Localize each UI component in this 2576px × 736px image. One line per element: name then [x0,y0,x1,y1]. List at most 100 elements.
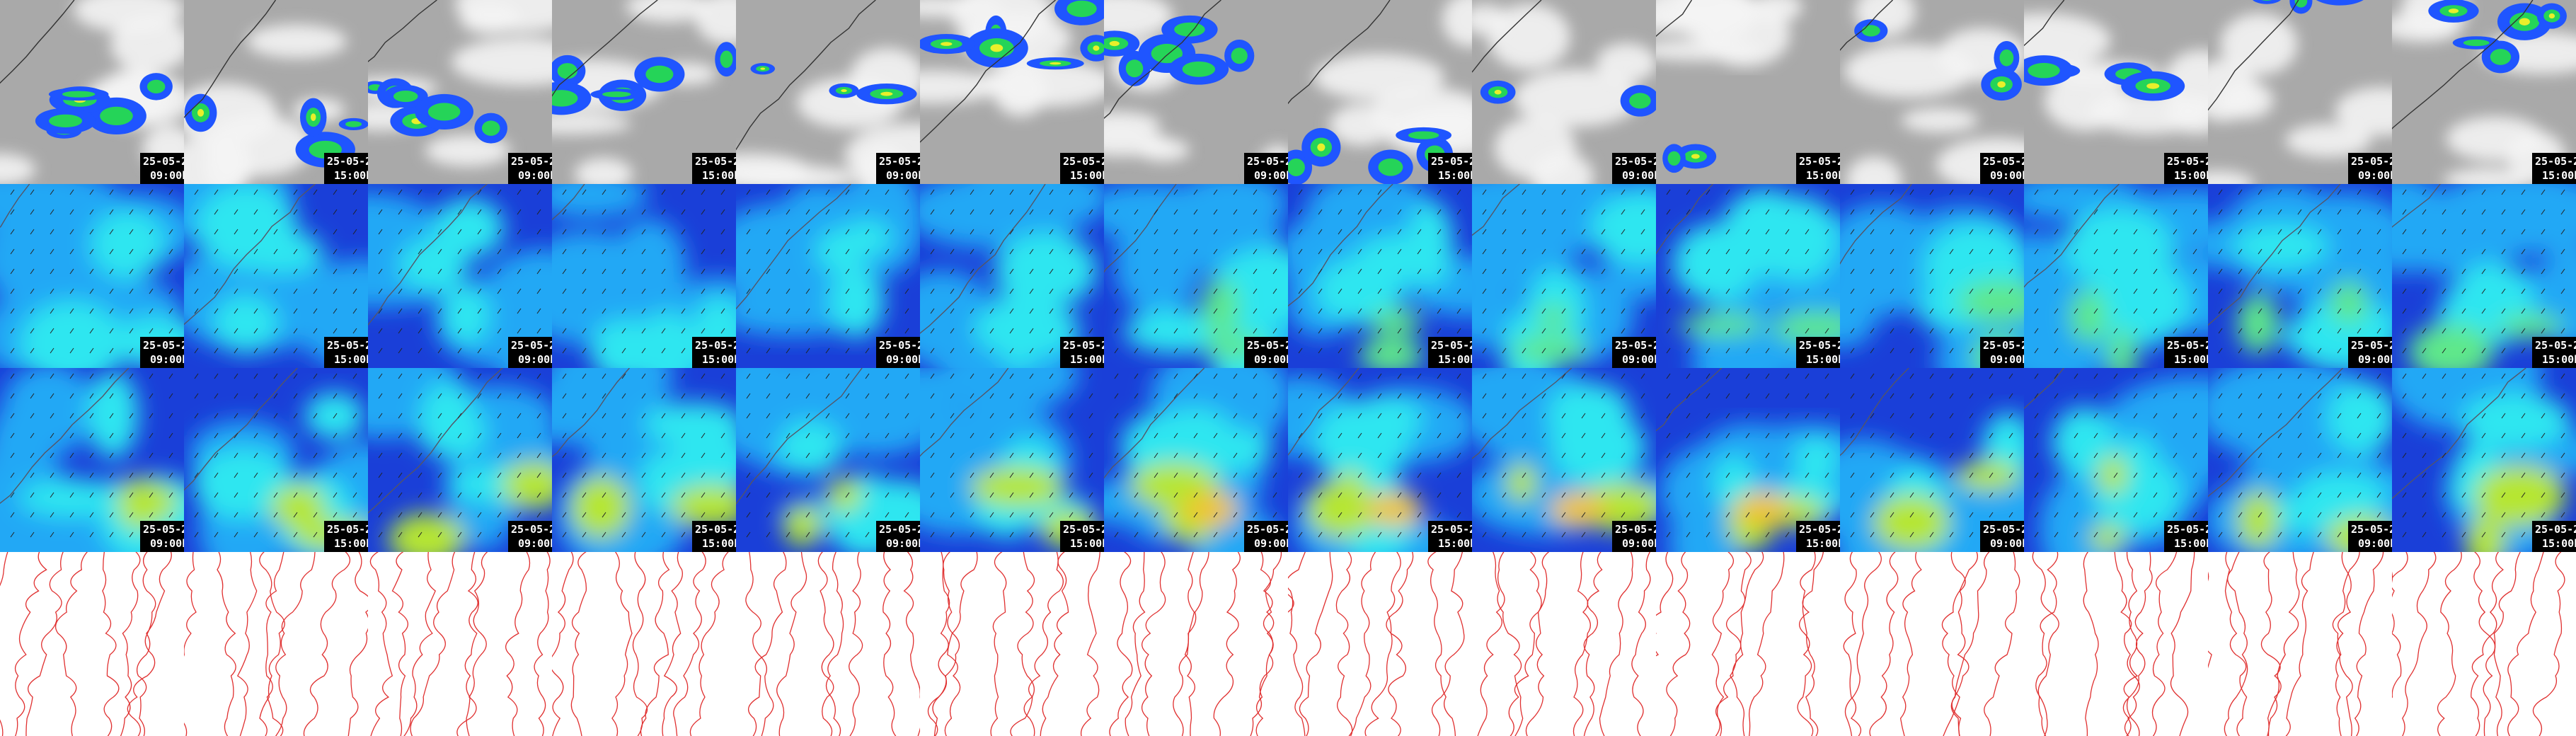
wind-arrow [1134,248,1139,255]
wind-arrow [1029,373,1034,379]
wind-arrow [2481,347,2486,354]
wind-arrow [2317,347,2322,354]
wind-arrow [1338,189,1342,195]
wind-arrow [2074,328,2078,334]
wind-arrow [1318,393,1323,399]
isobar [534,552,551,736]
wind-arrow [1069,229,1074,235]
wind-arrow [661,189,666,195]
wind-arrow [2218,472,2223,478]
wind-arrow [2541,373,2546,379]
wind-arrow [1298,512,1303,518]
wind-arrow [352,189,357,195]
wind-arrow [1213,452,1218,459]
wind-arrow [2008,288,2013,294]
wind-arrow [2297,248,2302,255]
wind-arrow [477,268,482,275]
stamp-date: 25-05-21 [143,155,184,168]
wind-arrow [1929,452,1934,459]
cloud [2220,13,2298,76]
wind-arrow [1009,347,1014,354]
coastline [184,184,316,326]
wind-arrow [168,393,173,399]
wind-arrow [2541,492,2546,498]
wind-arrow [1870,393,1875,399]
wind-arrow [457,432,462,439]
wind-arrow [1502,328,1507,334]
isobar [1109,552,1133,736]
isobar [1299,552,1333,736]
wind-arrow [766,452,771,459]
wind-arrow [2173,393,2178,399]
wind-arrow [2461,432,2466,439]
wind-arrow [1173,288,1178,294]
field-area [2070,289,2107,343]
wind-arrow [2422,472,2427,478]
wind-arrow [1909,393,1914,399]
wind-arrow [1745,248,1750,255]
wind-arrow [1069,209,1074,215]
wind-arrow [1318,531,1323,538]
precip-map: 25-05-2715:00h [2392,0,2576,184]
wind-arrow [885,328,890,334]
wind-arrow [1134,432,1139,439]
wind-arrow [2192,288,2197,294]
wind-arrow [234,308,238,314]
wind-arrow [885,308,890,314]
wind-arrow [1989,373,1994,379]
wind-arrow [1541,308,1546,314]
wind-arrow [477,452,482,459]
field-area [501,461,552,510]
wind-arrow [1134,393,1139,399]
wind-arrow [2238,452,2243,459]
wind-arrow [30,229,35,235]
cloud [2024,13,2111,68]
wind-arrow [1890,328,1894,334]
wind-arrow [1929,472,1934,478]
pressure-map [552,552,736,736]
wind-arrow [253,189,258,195]
wind-arrow [2054,308,2059,314]
isobar [570,552,587,736]
cloud [1488,4,1570,70]
wind-arrow [2093,531,2098,538]
wind-arrow [904,492,909,498]
wind-arrow [1824,288,1829,294]
wind-arrow [1377,328,1382,334]
wind-arrow [786,492,790,498]
wind-arrow [352,308,357,314]
wind-arrow [845,189,850,195]
field-area [1316,257,1403,326]
wind-arrow [1929,531,1934,538]
wind-arrow [1088,432,1093,439]
wind-arrow [1233,531,1238,538]
wind-arrow [497,229,502,235]
wind-arrow [2192,229,2197,235]
wind-arrow [1725,452,1730,459]
wind-arrow [2192,452,2197,459]
wind-arrow [2192,209,2197,215]
wind-arrow [378,373,383,379]
wind-arrow [1069,268,1074,275]
wind-arrow [582,531,587,538]
wind-arrow [2442,347,2446,354]
wind-arrow [1357,413,1362,419]
wind-arrow [1601,531,1606,538]
wind-arrow [1502,413,1507,419]
wind-arrow [2521,308,2526,314]
wind-arrow [293,492,298,498]
wind-arrow [1686,393,1691,399]
wind-arrow [2501,308,2506,314]
wind-arrow [1377,189,1382,195]
wind-arrow [437,373,442,379]
wind-arrow [1377,432,1382,439]
wind-arrow [661,308,666,314]
wind-arrow [2238,248,2243,255]
isobar [456,552,488,736]
wind-arrow [1233,413,1238,419]
wind-arrow [2541,452,2546,459]
wind-arrow [1745,432,1750,439]
wind-arrow [2093,492,2098,498]
wind-arrow [1666,268,1671,275]
wind-arrow [2113,229,2118,235]
